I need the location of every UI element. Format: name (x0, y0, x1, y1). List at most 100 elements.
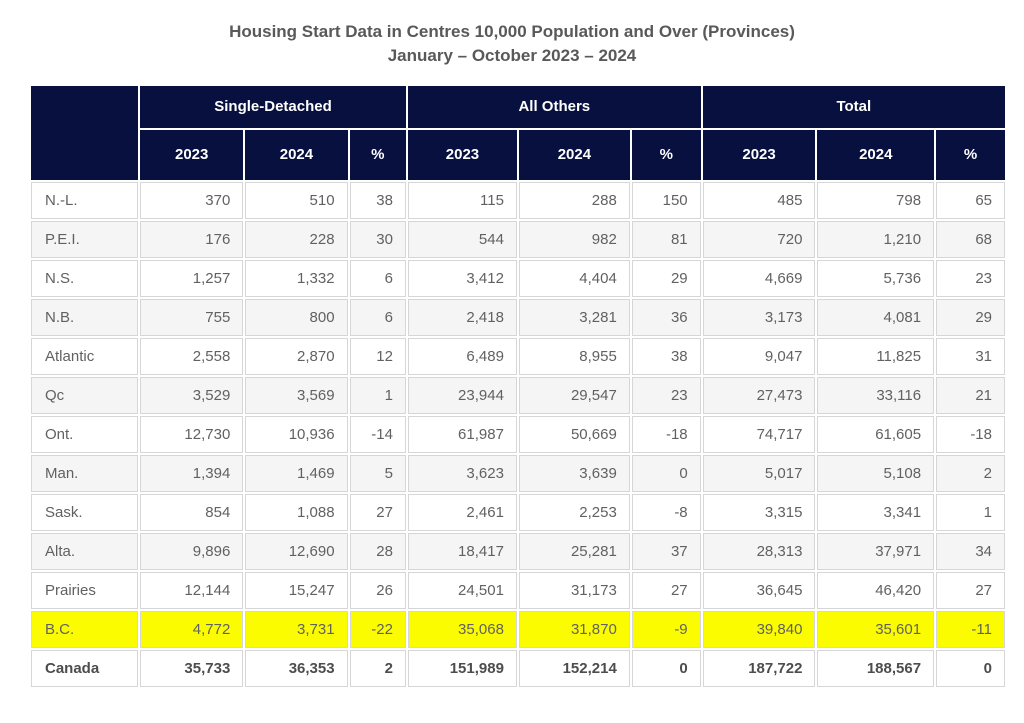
sub-header-cell: 2023 (140, 129, 244, 180)
value-cell: 68 (936, 220, 1005, 258)
value-cell: 370 (140, 181, 244, 219)
table-row-man: Man. 1,394 1,469 5 3,623 3,639 0 5,017 5,108 2 (31, 454, 1005, 492)
row-label: B.C. (31, 610, 139, 648)
value-cell: 5 (349, 454, 406, 492)
row-label: Qc (31, 376, 139, 414)
value-cell: 3,173 (702, 298, 816, 336)
sub-header-cell: 2024 (518, 129, 630, 180)
value-cell: 854 (140, 493, 244, 531)
value-cell: 12,730 (140, 415, 244, 453)
value-cell: 12,144 (140, 571, 244, 609)
value-cell: 29,547 (518, 376, 630, 414)
value-cell: -18 (631, 415, 701, 453)
value-cell: 5,736 (817, 259, 935, 297)
value-cell: 3,569 (245, 376, 348, 414)
value-cell: 34 (936, 532, 1005, 570)
sub-header-cell: 2024 (245, 129, 348, 180)
value-cell: 1,332 (245, 259, 348, 297)
value-cell: 15,247 (245, 571, 348, 609)
row-label: N.B. (31, 298, 139, 336)
value-cell: 152,214 (518, 649, 630, 687)
sub-header-cell: 2024 (817, 129, 935, 180)
value-cell: 35,733 (140, 649, 244, 687)
table-row-bc: B.C. 4,772 3,731 -22 35,068 31,870 -9 39,840 35,… (31, 610, 1005, 648)
value-cell: 6 (349, 259, 406, 297)
value-cell: -9 (631, 610, 701, 648)
value-cell: 50,669 (518, 415, 630, 453)
value-cell: 36,353 (245, 649, 348, 687)
value-cell: -22 (349, 610, 406, 648)
value-cell: 228 (245, 220, 348, 258)
sub-header-cell: 2023 (407, 129, 517, 180)
value-cell: 65 (936, 181, 1005, 219)
table-row-atlantic: Atlantic 2,558 2,870 12 6,489 8,955 38 9,047 11,… (31, 337, 1005, 375)
page-title: Housing Start Data in Centres 10,000 Pop… (0, 0, 1024, 68)
value-cell: 12,690 (245, 532, 348, 570)
value-cell: 5,017 (702, 454, 816, 492)
value-cell: 4,404 (518, 259, 630, 297)
value-cell: 9,896 (140, 532, 244, 570)
value-cell: 28,313 (702, 532, 816, 570)
value-cell: 23 (936, 259, 1005, 297)
value-cell: 28 (349, 532, 406, 570)
table-row-nl: N.-L. 370 510 38 115 288 150 485 798 65 (31, 181, 1005, 219)
value-cell: 31,173 (518, 571, 630, 609)
value-cell: 81 (631, 220, 701, 258)
value-cell: 0 (936, 649, 1005, 687)
value-cell: 10,936 (245, 415, 348, 453)
value-cell: 31 (936, 337, 1005, 375)
value-cell: 3,623 (407, 454, 517, 492)
value-cell: 33,116 (817, 376, 935, 414)
title-line-2: January – October 2023 – 2024 (387, 45, 637, 65)
value-cell: 30 (349, 220, 406, 258)
value-cell: 11,825 (817, 337, 935, 375)
row-label: Atlantic (31, 337, 139, 375)
value-cell: 61,605 (817, 415, 935, 453)
value-cell: 3,529 (140, 376, 244, 414)
value-cell: 46,420 (817, 571, 935, 609)
value-cell: 21 (936, 376, 1005, 414)
value-cell: 3,281 (518, 298, 630, 336)
column-group-row: Single-Detached All Others Total (31, 85, 1005, 180)
value-cell: 18,417 (407, 532, 517, 570)
value-cell: 544 (407, 220, 517, 258)
value-cell: 3,731 (245, 610, 348, 648)
value-cell: 2 (936, 454, 1005, 492)
value-cell: 2,870 (245, 337, 348, 375)
value-cell: 29 (936, 298, 1005, 336)
value-cell: 0 (631, 454, 701, 492)
value-cell: 0 (631, 649, 701, 687)
sub-header-row: 2023 2024% 2023 2024% 2023 2024% (31, 129, 1005, 180)
value-cell: 800 (245, 298, 348, 336)
value-cell: 150 (631, 181, 701, 219)
value-cell: 37,971 (817, 532, 935, 570)
value-cell: 35,601 (817, 610, 935, 648)
table-body: N.-L. 370 510 38 115 288 150 485 798 65 P.E.I. 176 2… (31, 181, 1005, 687)
col-group-single-detached: Single-Detached (140, 85, 406, 128)
table-row-qc: Qc 3,529 3,569 1 23,944 29,547 23 27,473 33,116 2… (31, 376, 1005, 414)
row-label: P.E.I. (31, 220, 139, 258)
value-cell: 720 (702, 220, 816, 258)
value-cell: 1,210 (817, 220, 935, 258)
value-cell: -11 (936, 610, 1005, 648)
value-cell: 2,253 (518, 493, 630, 531)
value-cell: 510 (245, 181, 348, 219)
value-cell: 115 (407, 181, 517, 219)
row-label: Alta. (31, 532, 139, 570)
value-cell: 36,645 (702, 571, 816, 609)
value-cell: 38 (631, 337, 701, 375)
value-cell: 2,558 (140, 337, 244, 375)
table-row-canada: Canada 35,733 36,353 2 151,989 152,214 0 187,72… (31, 649, 1005, 687)
col-group-all-others: All Others (407, 85, 701, 128)
value-cell: 23,944 (407, 376, 517, 414)
value-cell: 26 (349, 571, 406, 609)
value-cell: 2,461 (407, 493, 517, 531)
table-row-ns: N.S. 1,257 1,332 6 3,412 4,404 29 4,669 5,736 23 (31, 259, 1005, 297)
value-cell: 485 (702, 181, 816, 219)
title-line-1: Housing Start Data in Centres 10,000 Pop… (229, 22, 795, 41)
value-cell: 798 (817, 181, 935, 219)
col-group-total: Total (702, 85, 1005, 128)
table-header: Single-Detached All Others Total 2023 202… (31, 85, 1005, 180)
value-cell: 2 (349, 649, 406, 687)
